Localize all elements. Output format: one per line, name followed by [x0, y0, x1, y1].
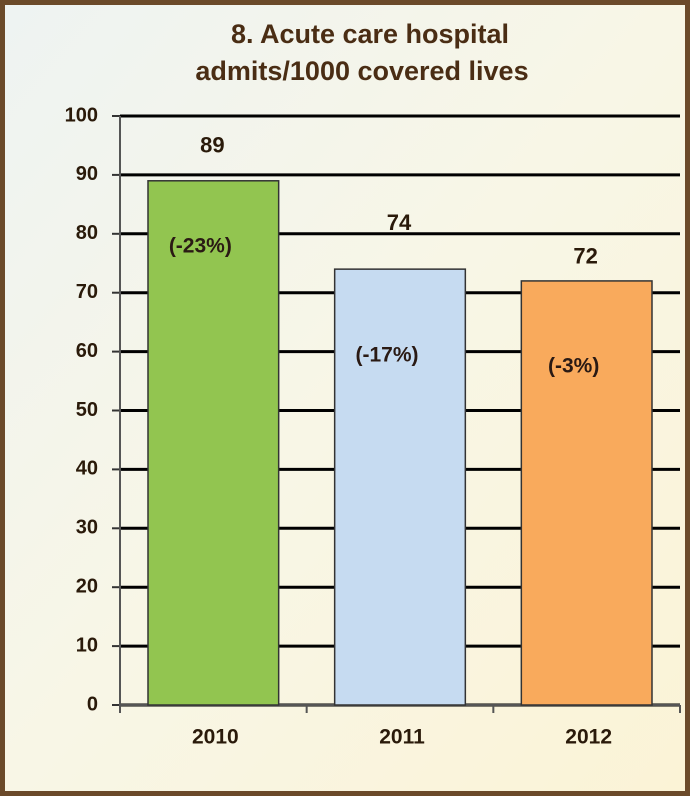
value-label: 74 — [387, 210, 412, 235]
y-tick-label: 20 — [76, 575, 98, 597]
value-label: 72 — [573, 244, 597, 269]
y-tick-label: 30 — [76, 517, 98, 539]
annotation: (-3%) — [548, 355, 599, 378]
y-tick-label: 10 — [76, 634, 98, 656]
y-tick-label: 80 — [76, 222, 98, 244]
x-tick-label: 2011 — [379, 726, 425, 749]
chart-title: admits/1000 covered lives — [195, 56, 528, 86]
x-tick-label: 2012 — [565, 726, 612, 749]
annotation: (-23%) — [169, 235, 232, 258]
y-tick-label: 50 — [76, 399, 98, 421]
y-tick-label: 70 — [76, 281, 98, 303]
y-tick-label: 60 — [76, 340, 98, 362]
bar — [147, 180, 280, 706]
y-tick-label: 100 — [65, 104, 98, 126]
chart-title: 8. Acute care hospital — [231, 19, 509, 49]
bar — [520, 280, 653, 706]
y-tick-label: 90 — [76, 163, 98, 185]
y-tick-label: 0 — [87, 693, 98, 715]
annotation: (-17%) — [355, 344, 418, 367]
bar — [333, 268, 467, 706]
x-tick-label: 2010 — [192, 726, 239, 749]
value-label: 89 — [200, 133, 224, 158]
y-tick-label: 40 — [76, 458, 98, 480]
marks — [147, 180, 653, 706]
